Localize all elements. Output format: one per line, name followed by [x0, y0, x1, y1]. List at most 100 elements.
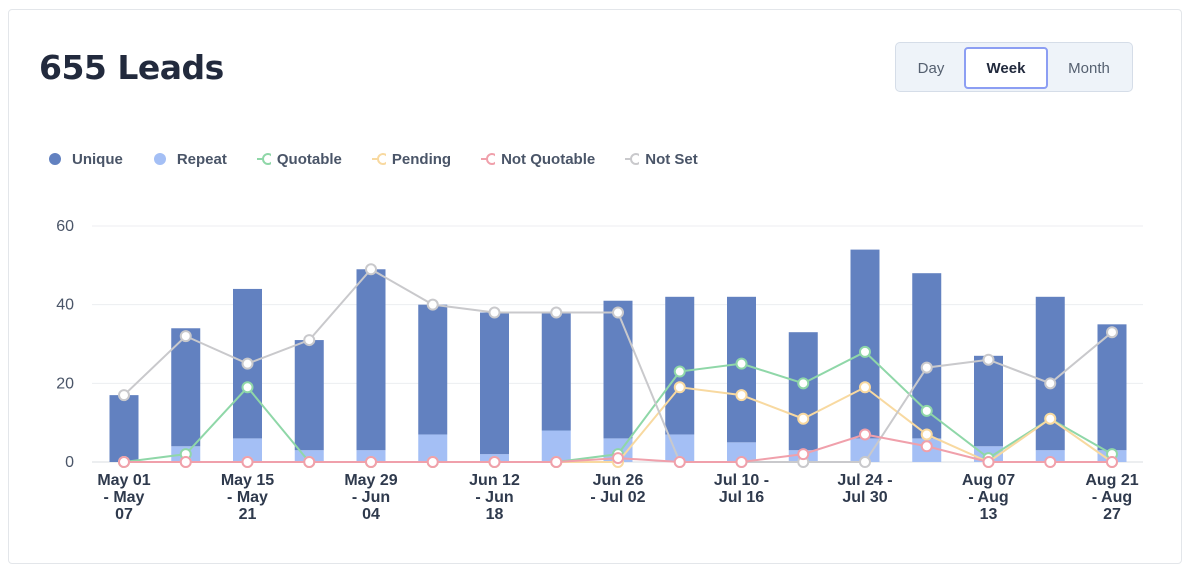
- y-tick-label: 40: [56, 297, 74, 314]
- period-day-button[interactable]: Day: [900, 47, 962, 89]
- legend-item-repeat[interactable]: Repeat: [153, 151, 227, 168]
- legend-item-not-set[interactable]: Not Set: [625, 151, 698, 168]
- point-not-set: [118, 389, 130, 402]
- point-not-set: [1106, 326, 1118, 339]
- page-title: 655 Leads: [39, 48, 224, 87]
- bar-unique: [109, 395, 139, 462]
- point-quotable: [241, 381, 254, 394]
- point-not-quotable: [673, 456, 686, 468]
- legend-swatch-repeat: [153, 153, 166, 165]
- point-not-quotable: [550, 456, 563, 468]
- point-not-set: [303, 334, 316, 347]
- point-not-quotable: [303, 456, 316, 468]
- x-tick-labels: May 01- May 07 May 15- May 21 May 29- Jun 04 J…: [97, 472, 1138, 523]
- point-quotable: [673, 365, 686, 378]
- bar-unique: [1035, 296, 1065, 451]
- legend-label: Pending: [391, 150, 452, 168]
- point-not-quotable: [920, 440, 933, 453]
- x-tick-label: Jul 10 -Jul 16: [714, 472, 769, 506]
- x-tick-label: May 29- Jun 04: [344, 472, 397, 523]
- bars: [109, 249, 1127, 462]
- point-not-set: [859, 456, 871, 468]
- point-quotable: [735, 357, 748, 370]
- point-not-quotable: [365, 456, 377, 468]
- point-not-quotable: [426, 456, 439, 468]
- y-tick-label: 60: [56, 218, 74, 235]
- bar-unique: [418, 304, 448, 435]
- point-not-set: [920, 361, 933, 374]
- point-not-quotable: [859, 428, 871, 441]
- legend-swatch-pending: [371, 153, 386, 165]
- bar-repeat: [727, 442, 756, 462]
- point-not-set: [982, 353, 995, 366]
- y-tick-label: 20: [56, 375, 74, 392]
- point-not-quotable: [735, 456, 748, 468]
- point-not-set: [179, 330, 192, 343]
- bar-unique: [171, 328, 201, 447]
- x-tick-label: Aug 21- Aug 27: [1085, 472, 1138, 523]
- point-quotable: [859, 345, 871, 358]
- x-tick-label: Aug 07- Aug 13: [962, 472, 1015, 523]
- legend-swatch-not-set: [625, 153, 640, 165]
- series-not-quotable: [118, 428, 1118, 468]
- point-not-set: [365, 263, 377, 276]
- point-pending: [797, 412, 810, 425]
- bar-repeat: [850, 438, 880, 462]
- bar-repeat: [233, 438, 262, 462]
- point-quotable: [920, 404, 933, 417]
- point-not-set: [426, 298, 439, 311]
- legend-item-quotable[interactable]: Quotable: [256, 150, 342, 168]
- point-pending: [1044, 412, 1057, 425]
- point-not-quotable: [1106, 456, 1118, 468]
- point-not-set: [488, 306, 501, 319]
- legend-label: Not Set: [645, 150, 698, 168]
- point-not-set: [612, 306, 624, 319]
- period-week-button[interactable]: Week: [964, 47, 1048, 89]
- bar-unique: [480, 312, 509, 455]
- y-tick-label: 0: [65, 454, 74, 471]
- point-pending: [859, 381, 871, 394]
- point-not-set: [241, 357, 254, 370]
- bar-unique: [850, 249, 880, 439]
- bar-unique: [1097, 324, 1127, 451]
- legend-swatch-quotable: [256, 153, 271, 165]
- point-not-quotable: [982, 456, 995, 468]
- legend-item-not-quotable[interactable]: Not Quotable: [481, 151, 595, 168]
- point-pending: [673, 381, 686, 394]
- chart-legend: Unique Repeat Quotable Pending Not Quotable N…: [48, 148, 728, 170]
- point-not-quotable: [797, 448, 810, 461]
- point-not-set: [1044, 377, 1057, 390]
- period-toggle: Day Week Month: [895, 42, 1133, 92]
- legend-label: Unique: [72, 150, 123, 168]
- x-tick-label: Jul 24 -Jul 30: [837, 472, 892, 506]
- series-not-set: [118, 263, 1118, 468]
- point-not-quotable: [179, 456, 192, 468]
- legend-item-pending[interactable]: Pending: [371, 150, 452, 168]
- point-not-quotable: [1044, 456, 1057, 468]
- bar-unique: [974, 355, 1003, 447]
- point-pending: [735, 389, 748, 402]
- legend-swatch-not-quotable: [481, 153, 496, 165]
- x-tick-label: Jun 26- Jul 02: [590, 472, 645, 506]
- point-pending: [920, 428, 933, 441]
- point-quotable: [797, 377, 810, 390]
- bar-unique: [294, 340, 324, 451]
- legend-item-unique[interactable]: Unique: [48, 151, 123, 168]
- bar-unique: [356, 269, 386, 451]
- legend-label: Repeat: [176, 150, 227, 168]
- legend-swatch-unique: [49, 153, 61, 165]
- period-month-button[interactable]: Month: [1050, 47, 1128, 89]
- x-tick-label: May 01- May 07: [97, 472, 150, 523]
- point-not-quotable: [488, 456, 501, 468]
- point-not-quotable: [612, 452, 624, 465]
- point-not-set: [550, 306, 563, 319]
- legend-label: Quotable: [276, 150, 342, 168]
- x-tick-label: Jun 12- Jun 18: [469, 472, 520, 523]
- legend-label: Not Quotable: [501, 150, 596, 168]
- point-not-quotable: [241, 456, 254, 468]
- point-not-quotable: [118, 456, 130, 468]
- bar-unique: [603, 300, 633, 439]
- bar-unique: [541, 312, 571, 431]
- bar-unique: [788, 332, 818, 451]
